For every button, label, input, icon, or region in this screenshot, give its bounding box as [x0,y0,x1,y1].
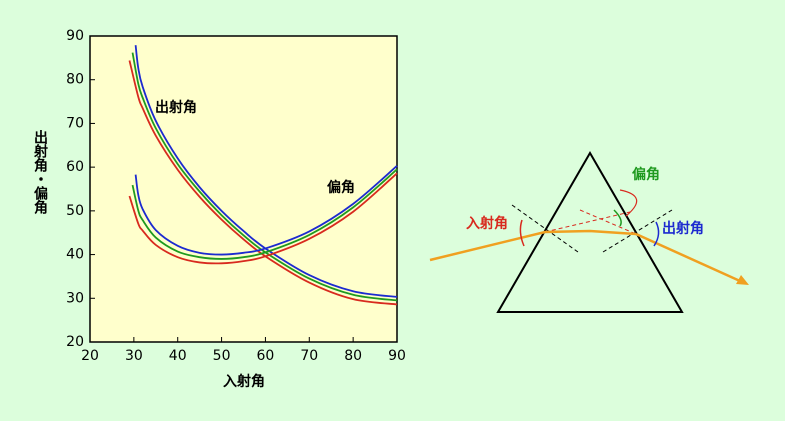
y-axis-label: 出射角・偏角 [32,129,49,215]
y-tick-label: 20 [66,334,84,350]
y-tick-label: 80 [66,72,84,88]
light-ray [635,232,741,283]
extension-line [579,209,637,235]
x-tick-label: 50 [213,348,231,364]
extension-line [544,211,631,233]
angle-arc [653,221,660,247]
prism-diagram: 入射角 偏角 出射角 [429,151,749,313]
curve [128,60,398,306]
y-tick-label: 50 [66,203,84,219]
y-tick-label: 70 [66,115,84,131]
x-tick-label: 70 [300,348,318,364]
incidence-label: 入射角 [466,215,508,232]
y-tick-label: 30 [66,290,84,306]
x-tick-label: 20 [81,348,99,364]
light-ray [429,229,637,262]
x-tick-label: 60 [257,348,275,364]
curve [131,168,398,260]
exit-label: 出射角 [662,220,704,237]
angle-arc [613,209,622,227]
plot-area [89,35,398,343]
y-tick-label: 60 [66,159,84,175]
curve [134,165,398,256]
angle-arc [519,219,525,247]
curve [128,172,398,265]
x-tick-label: 80 [344,348,362,364]
arrow-head [736,275,749,285]
annotation: 出射角 [155,99,197,116]
curve [134,45,398,298]
y-tick-label: 40 [66,247,84,263]
annotation: 偏角 [327,179,355,196]
x-tick-label: 30 [125,348,143,364]
x-tick-label: 90 [388,348,406,364]
curve [131,52,398,302]
x-axis-label: 入射角 [223,373,265,390]
pointer-line [619,189,638,217]
x-tick-label: 40 [169,348,187,364]
deviation-label: 偏角 [632,166,660,183]
y-tick-label: 90 [66,28,84,44]
